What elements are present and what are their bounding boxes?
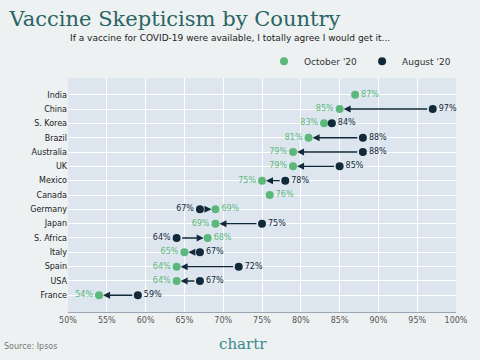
svg-text:70%: 70% xyxy=(214,316,232,325)
svg-text:67%: 67% xyxy=(206,247,224,256)
svg-text:China: China xyxy=(44,105,67,114)
svg-text:55%: 55% xyxy=(98,316,116,325)
svg-text:August '20: August '20 xyxy=(402,57,451,67)
svg-text:81%: 81% xyxy=(285,133,303,142)
svg-text:100%: 100% xyxy=(445,316,468,325)
svg-text:Italy: Italy xyxy=(50,248,68,257)
svg-text:88%: 88% xyxy=(369,133,387,142)
svg-text:chartr: chartr xyxy=(219,335,267,353)
svg-text:Source: Ipsos: Source: Ipsos xyxy=(4,342,57,351)
svg-text:69%: 69% xyxy=(192,219,210,228)
svg-text:75%: 75% xyxy=(253,316,271,325)
svg-text:64%: 64% xyxy=(153,262,171,271)
svg-text:59%: 59% xyxy=(144,290,162,299)
svg-text:85%: 85% xyxy=(331,316,349,325)
svg-text:65%: 65% xyxy=(161,247,179,256)
svg-text:Brazil: Brazil xyxy=(45,133,67,142)
svg-text:60%: 60% xyxy=(137,316,155,325)
svg-text:67%: 67% xyxy=(206,276,224,285)
svg-text:France: France xyxy=(40,291,67,300)
svg-text:50%: 50% xyxy=(59,316,77,325)
svg-text:Mexico: Mexico xyxy=(39,176,67,185)
svg-text:S. Korea: S. Korea xyxy=(34,119,67,128)
svg-text:Spain: Spain xyxy=(45,262,67,271)
svg-text:90%: 90% xyxy=(370,316,388,325)
svg-text:India: India xyxy=(47,91,67,100)
svg-text:72%: 72% xyxy=(245,262,263,271)
svg-text:Canada: Canada xyxy=(37,191,68,200)
svg-text:54%: 54% xyxy=(75,290,93,299)
svg-text:67%: 67% xyxy=(176,204,194,213)
svg-text:75%: 75% xyxy=(268,219,286,228)
svg-text:If a vaccine for COVID-19 were: If a vaccine for COVID-19 were available… xyxy=(70,33,390,43)
svg-text:78%: 78% xyxy=(291,176,309,185)
svg-text:76%: 76% xyxy=(276,190,294,199)
svg-text:Australia: Australia xyxy=(32,148,67,157)
svg-text:UK: UK xyxy=(56,162,68,171)
svg-text:95%: 95% xyxy=(408,316,426,325)
svg-text:68%: 68% xyxy=(214,233,232,242)
svg-text:79%: 79% xyxy=(269,147,287,156)
svg-text:87%: 87% xyxy=(361,90,379,99)
svg-text:85%: 85% xyxy=(316,104,334,113)
svg-text:64%: 64% xyxy=(153,276,171,285)
svg-text:Germany: Germany xyxy=(30,205,67,214)
svg-text:Japan: Japan xyxy=(44,219,67,228)
svg-text:88%: 88% xyxy=(369,147,387,156)
svg-text:October '20: October '20 xyxy=(304,57,357,67)
svg-text:80%: 80% xyxy=(292,316,310,325)
svg-text:79%: 79% xyxy=(269,161,287,170)
svg-text:85%: 85% xyxy=(346,161,364,170)
svg-text:75%: 75% xyxy=(238,176,256,185)
svg-text:97%: 97% xyxy=(439,104,457,113)
svg-text:USA: USA xyxy=(50,277,67,286)
svg-text:64%: 64% xyxy=(153,233,171,242)
svg-text:Vaccine Skepticism by Country: Vaccine Skepticism by Country xyxy=(9,7,341,31)
svg-text:84%: 84% xyxy=(338,118,356,127)
svg-text:S. Africa: S. Africa xyxy=(34,234,67,243)
svg-text:69%: 69% xyxy=(221,204,239,213)
svg-text:83%: 83% xyxy=(300,118,318,127)
svg-text:65%: 65% xyxy=(176,316,194,325)
